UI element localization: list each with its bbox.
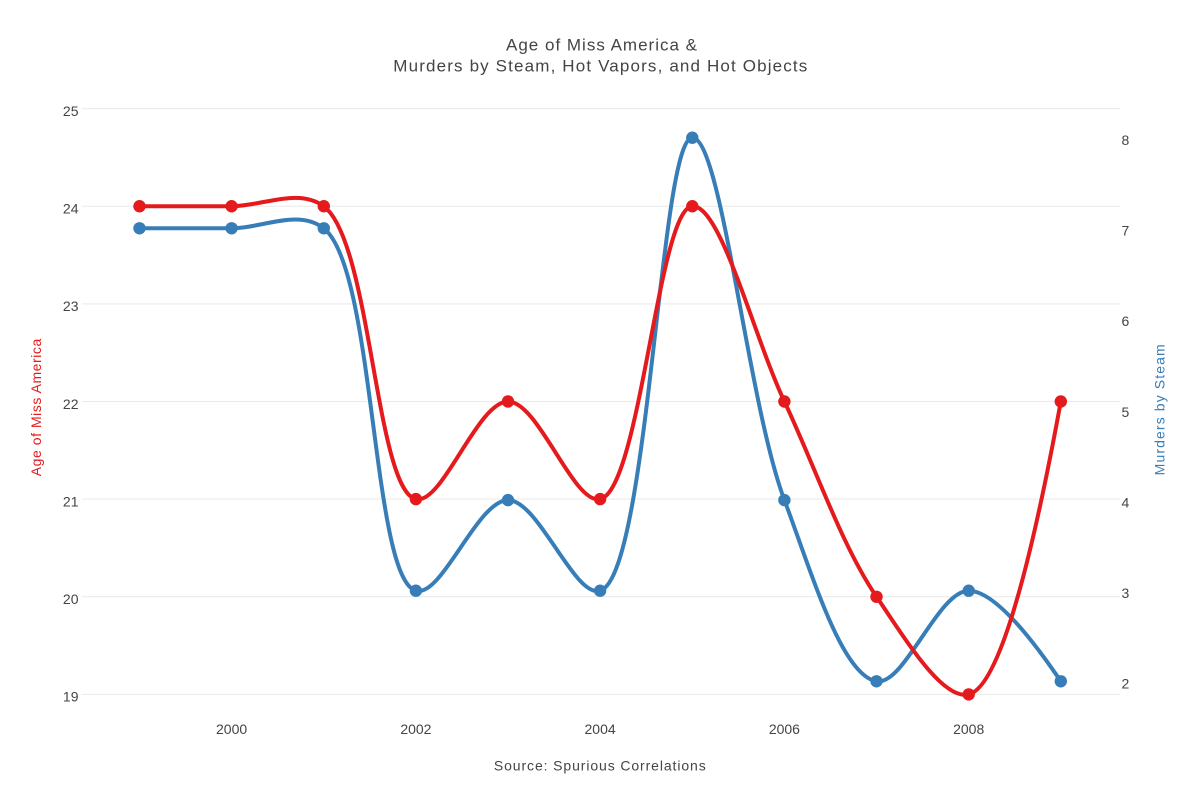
svg-text:19: 19 xyxy=(63,689,79,705)
svg-text:23: 23 xyxy=(63,298,79,314)
svg-text:8: 8 xyxy=(1122,132,1130,148)
svg-text:2: 2 xyxy=(1122,676,1130,692)
svg-text:2004: 2004 xyxy=(585,721,616,737)
svg-text:2002: 2002 xyxy=(400,721,431,737)
svg-text:2006: 2006 xyxy=(769,721,800,737)
svg-text:21: 21 xyxy=(63,493,79,509)
svg-text:2000: 2000 xyxy=(216,721,247,737)
svg-text:Murders by Steam: Murders by Steam xyxy=(1152,344,1168,475)
svg-text:7: 7 xyxy=(1122,223,1130,239)
svg-text:6: 6 xyxy=(1122,313,1130,329)
svg-text:25: 25 xyxy=(63,103,79,119)
svg-text:20: 20 xyxy=(63,591,79,607)
svg-text:5: 5 xyxy=(1122,404,1130,420)
svg-text:Source: Spurious Correlations: Source: Spurious Correlations xyxy=(494,758,706,774)
svg-text:Age of Miss America &: Age of Miss America & xyxy=(506,36,698,55)
svg-text:3: 3 xyxy=(1122,585,1130,601)
svg-text:2008: 2008 xyxy=(953,721,984,737)
svg-text:4: 4 xyxy=(1122,494,1130,510)
svg-text:Age of Miss America: Age of Miss America xyxy=(28,339,44,477)
svg-text:24: 24 xyxy=(63,201,79,217)
svg-text:22: 22 xyxy=(63,396,79,412)
svg-text:Murders by Steam, Hot Vapors,: Murders by Steam, Hot Vapors, and Hot Ob… xyxy=(393,56,807,75)
